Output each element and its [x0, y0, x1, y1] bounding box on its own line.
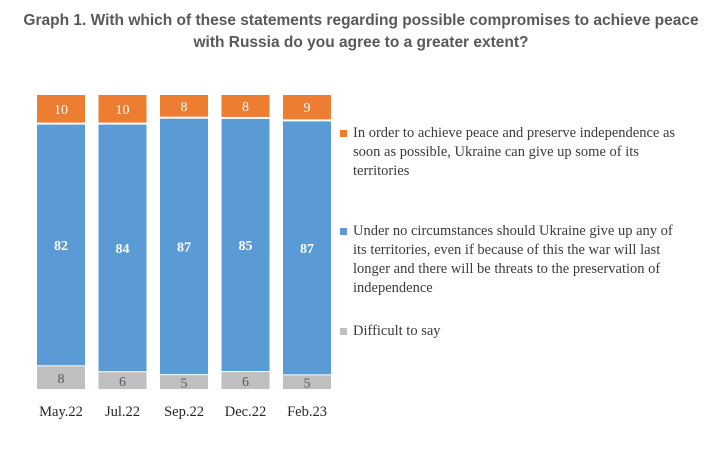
bar-jul-22-series-1 — [98, 124, 147, 372]
legend-item-difficult: Difficult to say — [340, 322, 683, 341]
data-label-may-22-series-0: 8 — [58, 372, 65, 387]
legend-label-give-up-territories: In order to achieve peace and preserve i… — [353, 125, 676, 179]
data-label-jul-22-series-0: 6 — [119, 375, 126, 390]
data-label-dec-22-series-2: 8 — [242, 100, 249, 115]
data-label-may-22-series-1: 82 — [54, 239, 68, 254]
chart-title-line-1: Graph 1. With which of these statements … — [23, 12, 699, 29]
bar-sep-22-series-2 — [160, 95, 208, 117]
bar-sep-22-series-0 — [160, 375, 208, 389]
bar-feb-23-series-1 — [283, 121, 331, 375]
data-label-dec-22-series-0: 6 — [242, 375, 249, 390]
data-label-jul-22-series-1: 84 — [116, 242, 130, 257]
bar-dec-22-series-1 — [221, 118, 270, 372]
bar-may-22-series-1 — [37, 124, 85, 366]
legend-label-no-concessions: Under no circumstances should Ukraine gi… — [353, 223, 673, 296]
data-label-may-22-series-2: 10 — [54, 103, 68, 118]
bar-may-22-series-2 — [37, 95, 85, 123]
bar-feb-23-series-0 — [283, 375, 331, 389]
bar-jul-22-series-0 — [98, 372, 147, 389]
data-label-feb-23-series-1: 87 — [300, 242, 314, 257]
x-tick-label-sep-22: Sep.22 — [164, 404, 204, 420]
bar-may-22-series-0 — [37, 366, 85, 389]
data-label-sep-22-series-2: 8 — [181, 100, 188, 115]
legend-swatch-gray — [340, 328, 347, 335]
chart-title: Graph 1. With which of these statements … — [10, 10, 712, 54]
bar-sep-22-series-1 — [160, 118, 208, 375]
legend-label-difficult: Difficult to say — [353, 323, 441, 339]
bar-dec-22-series-0 — [221, 372, 270, 389]
bar-dec-22-series-2 — [221, 95, 270, 117]
data-label-feb-23-series-2: 9 — [304, 101, 311, 116]
legend-item-no-concessions: Under no circumstances should Ukraine gi… — [340, 222, 683, 298]
x-tick-label-jul-22: Jul.22 — [105, 404, 140, 420]
bar-jul-22-series-2 — [98, 95, 147, 123]
x-tick-label-dec-22: Dec.22 — [225, 404, 266, 420]
data-label-dec-22-series-1: 85 — [239, 239, 253, 254]
legend-item-give-up-territories: In order to achieve peace and preserve i… — [340, 124, 683, 181]
data-label-jul-22-series-2: 10 — [116, 103, 130, 118]
legend-swatch-orange — [340, 130, 347, 137]
x-tick-label-may-22: May.22 — [39, 404, 83, 420]
chart-title-line-2: with Russia do you agree to a greater ex… — [193, 34, 529, 51]
x-tick-label-feb-23: Feb.23 — [287, 404, 327, 420]
bar-feb-23-series-2 — [283, 95, 331, 120]
data-label-feb-23-series-0: 5 — [304, 377, 311, 392]
legend-swatch-blue — [340, 228, 347, 235]
data-label-sep-22-series-0: 5 — [181, 377, 188, 392]
data-label-sep-22-series-1: 87 — [177, 240, 191, 255]
